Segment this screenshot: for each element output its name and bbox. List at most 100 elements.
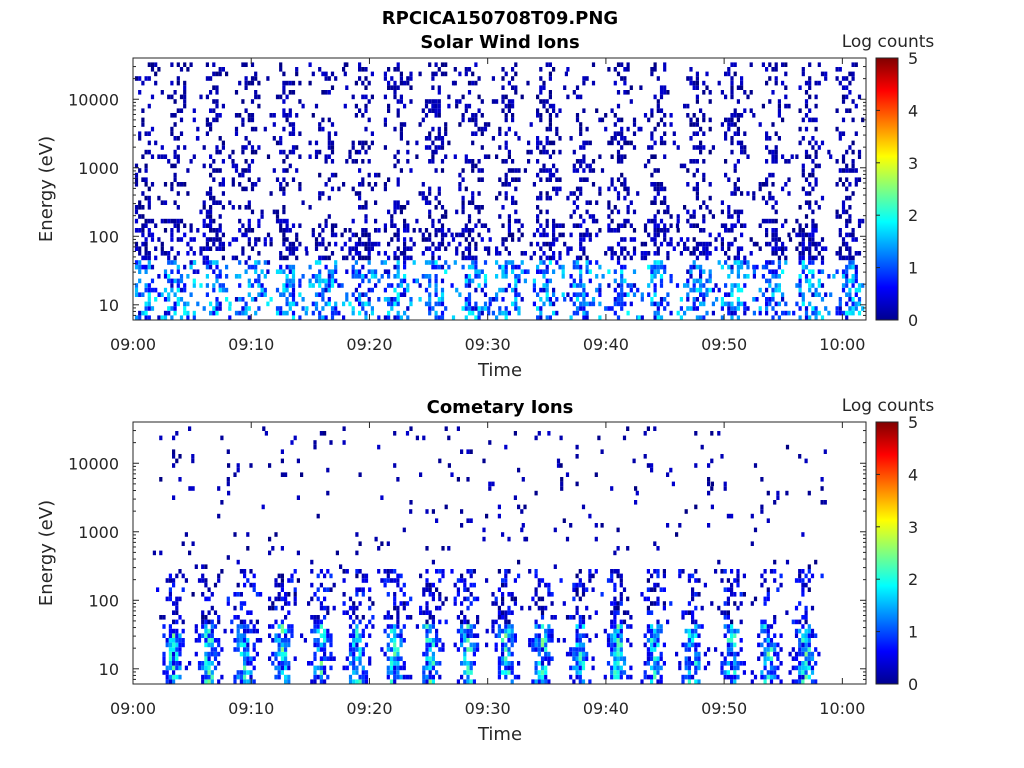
spectrogram-cell [352,628,356,634]
spectrogram-cell [544,670,548,675]
spectrogram-cell [691,674,695,680]
spectrogram-cell [295,232,299,238]
spectrogram-cell [144,223,148,228]
spectrogram-cell [694,633,698,638]
spectrogram-cell [293,592,297,597]
spectrogram-cell [663,67,667,72]
spectrogram-cell [507,536,511,542]
spectrogram-cell [367,172,371,178]
spectrogram-cell [257,292,261,297]
spectrogram-cell [383,223,387,228]
spectrogram-cell [616,661,620,666]
spectrogram-cell [263,126,267,132]
spectrogram-cell [250,209,255,215]
spectrogram-cell [656,569,660,574]
spectrogram-cell [653,292,657,297]
spectrogram-cell [784,246,788,251]
spectrogram-cell [620,172,624,178]
spectrogram-cell [147,287,151,293]
spectrogram-cell [282,310,286,316]
spectrogram-cell [290,573,294,579]
spectrogram-cell [730,651,734,657]
spectrogram-cell [544,605,548,611]
spectrogram-cell [697,665,701,671]
spectrogram-cell [351,274,355,279]
spectrogram-cell [318,274,322,279]
spectrogram-cell [167,306,171,311]
spectrogram-cell [542,145,546,150]
spectrogram-cell [209,301,213,307]
spectrogram-cell [282,255,286,261]
spectrogram-cell [768,191,772,196]
spectrogram-cell [768,241,772,247]
spectrogram-cell [765,278,769,284]
spectrogram-cell [585,177,589,182]
spectrogram-cell [610,573,614,579]
spectrogram-cell [282,241,286,247]
spectrogram-cell [402,661,406,666]
spectrogram-cell [613,656,617,661]
spectrogram-cell [626,283,630,288]
spectrogram-cell [352,610,356,615]
spectrogram-cell [743,149,747,155]
spectrogram-cell [539,310,543,316]
spectrogram-cell [163,269,168,274]
spectrogram-cell [460,578,464,583]
spectrogram-cell [575,306,580,311]
spectrogram-cell [215,237,219,242]
spectrogram-cell [616,241,621,247]
spectrogram-cell [210,624,214,629]
spectrogram-cell [368,587,372,592]
spectrogram-cell [194,564,198,569]
spectrogram-cell [453,601,457,606]
spectrogram-cell [835,251,839,256]
spectrogram-cell [425,665,429,671]
spectrogram-cell [740,191,744,196]
spectrogram-cell [477,274,481,279]
spectrogram-cell [272,209,276,215]
spectrogram-cell [377,172,381,178]
spectrogram-cell [303,638,307,643]
spectrogram-cell [659,301,664,307]
spectrogram-cell [692,251,696,256]
spectrogram-cell [548,246,552,251]
spectrogram-cell [563,297,567,302]
spectrogram-cell [205,274,209,279]
spectrogram-cell [374,218,378,224]
spectrogram-cell [705,246,709,251]
spectrogram-cell [851,140,855,146]
spectrogram-cell [138,251,142,256]
spectrogram-cell [585,605,589,611]
spectrogram-cell [507,182,511,187]
spectrogram-cell [280,449,284,454]
spectrogram-cell [749,62,753,67]
spectrogram-cell [163,287,168,293]
spectrogram-cell [760,504,764,510]
spectrogram-cell [279,264,283,270]
spectrogram-cell [441,569,445,574]
spectrogram-cell [607,306,611,311]
spectrogram-cell [585,656,589,661]
spectrogram-cell [511,287,515,293]
spectrogram-cell [619,670,623,675]
spectrogram-cell [606,578,611,583]
spectrogram-cell [409,255,413,261]
spectrogram-cell [279,223,283,228]
spectrogram-cell [201,665,205,671]
spectrogram-cell [434,168,438,173]
spectrogram-cell [686,292,690,297]
spectrogram-cell [694,647,698,652]
spectrogram-cell [702,159,706,164]
spectrogram-cell [507,638,511,643]
spectrogram-cell [663,195,667,201]
spectrogram-cell [406,255,410,261]
spectrogram-cell [620,131,624,136]
spectrogram-cell [542,85,546,90]
spectrogram-cell [566,292,570,297]
spectrogram-cell [686,306,690,311]
spectrogram-cell [662,601,666,606]
spectrogram-cell [207,661,211,666]
spectrogram-cell [666,472,670,477]
spectrogram-cell [275,287,280,293]
spectrogram-cell [487,251,491,256]
